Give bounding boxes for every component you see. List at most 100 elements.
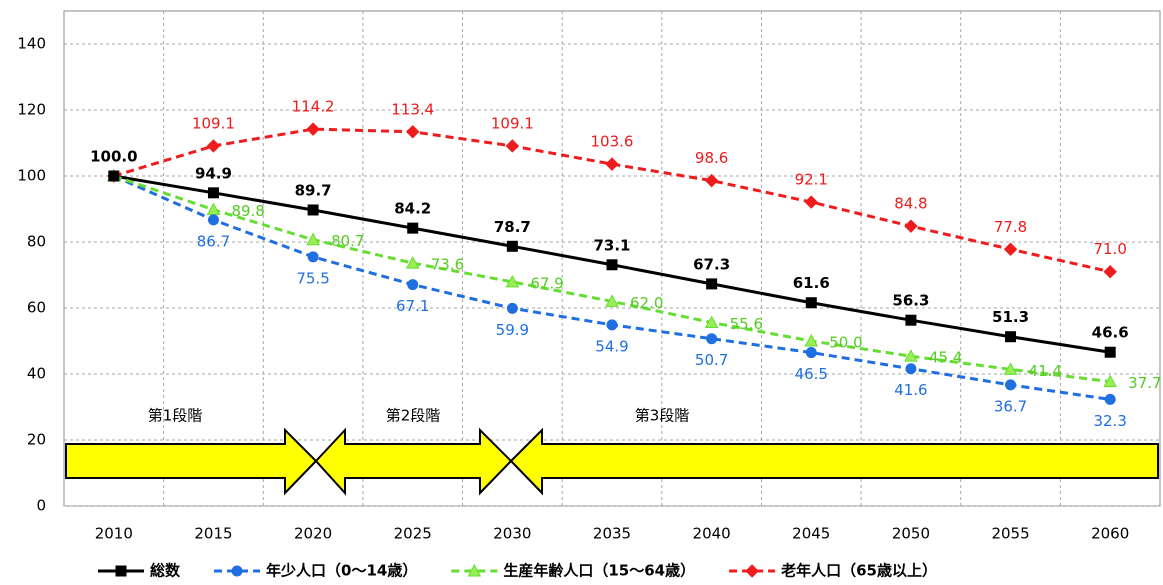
- stage-arrow: [509, 427, 1159, 496]
- marker: [605, 157, 619, 171]
- series-line: [113, 127, 1111, 274]
- value-label: 73.6: [431, 256, 464, 274]
- value-label: 73.1: [593, 236, 630, 254]
- x-tick-label: 2035: [593, 525, 631, 543]
- marker: [206, 202, 221, 216]
- y-tick-label: 120: [17, 101, 46, 119]
- value-label: 46.5: [795, 365, 828, 383]
- value-label: 50.7: [695, 351, 728, 369]
- marker: [605, 294, 619, 307]
- y-tick-label: 20: [27, 431, 46, 449]
- marker: [505, 274, 520, 288]
- marker: [307, 204, 319, 216]
- plot-frame: [63, 10, 1161, 507]
- marker: [407, 279, 419, 291]
- marker: [1003, 242, 1018, 256]
- marker: [904, 349, 918, 362]
- marker: [505, 139, 520, 153]
- value-label: 67.9: [530, 274, 563, 292]
- value-label: 54.9: [595, 337, 628, 355]
- x-tick-label: 2025: [394, 525, 432, 543]
- legend-marker: [231, 565, 243, 577]
- y-tick-label: 60: [27, 299, 46, 317]
- value-label: 37.7: [1128, 374, 1161, 392]
- legend-marker: [115, 565, 127, 577]
- y-tick-label: 40: [27, 365, 46, 383]
- marker: [207, 214, 219, 226]
- value-label: 59.9: [496, 321, 529, 339]
- value-label: 45.4: [929, 349, 962, 367]
- x-tick-label: 2055: [991, 525, 1029, 543]
- value-label: 56.3: [892, 292, 929, 310]
- marker: [1104, 393, 1116, 405]
- value-label: 67.1: [396, 297, 429, 315]
- stage-label: 第2段階: [386, 407, 441, 425]
- value-label: 114.2: [292, 98, 335, 116]
- value-label: 89.7: [295, 181, 332, 199]
- value-label: 92.1: [795, 171, 828, 189]
- legend-marker: [745, 564, 759, 578]
- value-label: 86.7: [197, 232, 230, 250]
- marker: [1104, 346, 1116, 358]
- value-label: 89.8: [231, 202, 264, 220]
- marker: [406, 125, 420, 139]
- value-label: 61.6: [793, 274, 830, 292]
- marker: [905, 314, 917, 326]
- x-tick-label: 2015: [194, 525, 232, 543]
- marker: [704, 315, 719, 329]
- value-label: 109.1: [491, 114, 534, 132]
- marker: [704, 173, 719, 188]
- marker: [804, 195, 818, 209]
- value-label: 36.7: [994, 397, 1027, 415]
- marker: [706, 333, 718, 345]
- marker: [306, 232, 320, 246]
- legend-marker: [467, 563, 482, 577]
- legend-label: 年少人口（0～14歳）: [266, 562, 417, 580]
- stage-label: 第1段階: [148, 407, 203, 425]
- legend-label: 生産年齢人口（15～64歳）: [503, 562, 695, 580]
- x-tick-label: 2040: [693, 525, 731, 543]
- x-tick-label: 2020: [294, 525, 332, 543]
- marker: [706, 278, 718, 290]
- x-tick-label: 2050: [892, 525, 930, 543]
- marker: [506, 240, 518, 252]
- y-tick-label: 100: [17, 167, 46, 185]
- value-label: 109.1: [192, 114, 235, 132]
- marker: [405, 256, 420, 269]
- marker: [904, 219, 918, 233]
- marker: [606, 319, 618, 331]
- stage-label: 第3段階: [635, 407, 690, 425]
- value-label: 71.0: [1093, 240, 1126, 258]
- y-tick-label: 0: [36, 497, 46, 515]
- stage-arrows: [65, 427, 1159, 496]
- marker: [506, 302, 518, 314]
- value-label: 32.3: [1093, 412, 1126, 430]
- value-label: 103.6: [591, 133, 634, 151]
- marker: [1103, 264, 1117, 279]
- value-label: 62.0: [630, 294, 663, 312]
- marker: [805, 347, 817, 359]
- value-label: 78.7: [494, 218, 531, 236]
- value-label: 75.5: [296, 269, 329, 287]
- legend-label: 老年人口（65歳以上）: [780, 562, 937, 580]
- value-label: 84.8: [894, 195, 927, 213]
- legend-label: 総数: [150, 562, 181, 580]
- value-label: 51.3: [992, 308, 1029, 326]
- x-tick-label: 2060: [1091, 525, 1129, 543]
- marker: [1003, 362, 1018, 375]
- value-label: 46.6: [1092, 324, 1129, 342]
- marker: [1005, 331, 1017, 343]
- marker: [805, 297, 817, 309]
- value-label: 77.8: [994, 218, 1027, 236]
- marker: [307, 251, 319, 263]
- marker: [206, 139, 221, 153]
- value-label: 50.0: [829, 334, 862, 352]
- stage-arrow: [314, 427, 513, 496]
- marker: [1103, 374, 1118, 388]
- marker: [108, 170, 120, 182]
- marker: [606, 259, 618, 271]
- value-label: 41.4: [1029, 362, 1062, 380]
- marker: [905, 363, 917, 375]
- value-label: 100.0: [90, 148, 137, 166]
- marker: [407, 222, 419, 234]
